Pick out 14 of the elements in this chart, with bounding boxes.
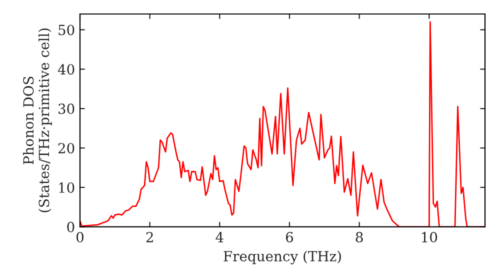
x-tick-label: 0 <box>76 232 84 242</box>
y-tick-label: 50 <box>58 24 74 36</box>
x-tick-label: 10 <box>422 232 438 242</box>
x-tick-label: 4 <box>216 232 224 242</box>
y-axis-title: Phonon DOS (States/THz·primitive cell) <box>22 28 52 212</box>
x-tick-label: 8 <box>356 232 363 242</box>
y-tick-label: 40 <box>58 64 74 75</box>
y-tick-label: 30 <box>58 104 74 114</box>
x-axis-title: Frequency (THz) <box>224 250 341 264</box>
x-tick-label: 6 <box>286 232 294 242</box>
y-tick-label: 20 <box>58 142 74 154</box>
x-tick-label: 2 <box>146 232 153 242</box>
y-tick-label: 10 <box>59 182 74 193</box>
y-tick-label: 0 <box>67 222 74 232</box>
